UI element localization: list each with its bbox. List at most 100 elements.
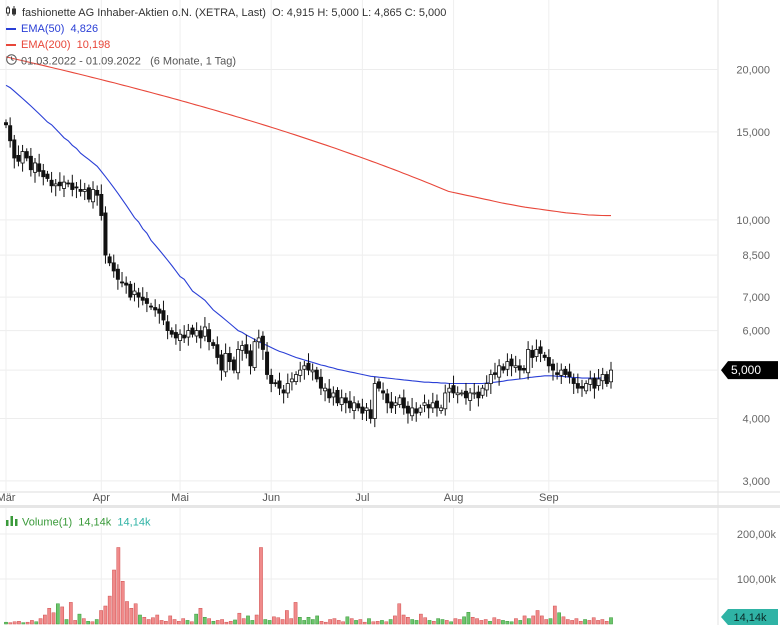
candle xyxy=(401,389,406,415)
candle xyxy=(571,373,576,394)
volume-bar xyxy=(151,617,155,625)
price-tick-label: 6,000 xyxy=(742,326,770,338)
volume-bar xyxy=(332,618,337,625)
candle-body xyxy=(66,182,71,185)
volume-bar xyxy=(591,617,596,625)
volume-bar xyxy=(535,610,540,625)
candle-body xyxy=(364,407,369,411)
candle-body xyxy=(579,386,584,389)
volume-bar xyxy=(427,620,432,625)
volume-bar xyxy=(505,621,510,625)
ema200-path xyxy=(5,56,611,217)
candle xyxy=(12,134,17,169)
price-tick-label: 4,000 xyxy=(742,414,770,426)
candle-body xyxy=(526,349,531,374)
volume-bar xyxy=(77,613,82,625)
volume-bar xyxy=(444,620,449,625)
candle-body xyxy=(16,155,21,162)
candle xyxy=(86,184,91,203)
candle-body xyxy=(53,183,58,187)
candle-body xyxy=(497,365,502,378)
candle-body xyxy=(153,307,158,311)
candle xyxy=(389,391,394,413)
candle xyxy=(575,373,580,394)
volume-bar xyxy=(609,617,613,625)
volume-bar xyxy=(47,608,52,625)
candle-body xyxy=(418,407,423,413)
candle xyxy=(252,338,257,371)
candle-body xyxy=(513,365,518,368)
volume-bar xyxy=(548,618,553,625)
candle xyxy=(526,341,531,380)
volume-bar xyxy=(578,621,583,625)
candle xyxy=(24,148,29,162)
volume-bar xyxy=(298,617,302,625)
candle xyxy=(567,363,572,384)
candle-body xyxy=(584,383,589,392)
volume-bar xyxy=(25,621,30,625)
candle xyxy=(563,366,568,378)
candle xyxy=(190,324,195,338)
candle xyxy=(265,342,270,380)
volume-bar xyxy=(254,614,259,625)
candle-body xyxy=(132,290,137,295)
candle-body xyxy=(70,182,75,190)
candle-body xyxy=(339,397,344,405)
volume-bar xyxy=(112,569,116,625)
volume-bar xyxy=(531,615,536,625)
volume-bar xyxy=(285,610,289,625)
volume-bar xyxy=(207,618,211,625)
volume-bar xyxy=(211,621,216,625)
candle xyxy=(165,315,170,340)
volume-bar xyxy=(583,619,587,625)
candle xyxy=(331,386,336,406)
volume-bar xyxy=(496,619,501,625)
volume-bar xyxy=(540,615,544,625)
candle xyxy=(82,182,87,201)
candle-body xyxy=(41,170,46,178)
candle-body xyxy=(49,179,54,187)
candle-body xyxy=(248,350,253,367)
volume-bar xyxy=(125,601,129,625)
candle-body xyxy=(389,401,394,409)
volume-bar xyxy=(315,615,319,625)
candle-body xyxy=(302,365,307,370)
candle-body xyxy=(567,371,572,378)
volume-bar xyxy=(8,622,13,625)
ema200-legend: EMA(200) 10,198 xyxy=(6,38,110,52)
candle xyxy=(360,398,365,420)
candle-body xyxy=(86,187,91,200)
candle xyxy=(99,184,104,221)
candle-body xyxy=(8,125,13,142)
candle-body xyxy=(186,330,191,338)
volume-bar xyxy=(514,618,518,625)
candle xyxy=(103,206,108,264)
candle xyxy=(169,327,174,338)
candle xyxy=(517,359,522,379)
candle-body xyxy=(323,387,328,392)
volume-bar xyxy=(384,621,389,625)
candle-body xyxy=(95,189,100,196)
candle-body xyxy=(111,262,116,272)
candle xyxy=(372,376,377,428)
candle-body xyxy=(410,407,415,417)
candle-body xyxy=(211,342,216,346)
candle-body xyxy=(194,330,199,337)
volume-bar xyxy=(393,615,397,625)
candle-body xyxy=(78,188,83,192)
volume-bar xyxy=(596,620,600,625)
candle xyxy=(584,380,589,395)
volume-bar xyxy=(17,621,21,625)
candle xyxy=(49,171,54,193)
candle-body xyxy=(149,305,154,308)
volume-value-1: 14,14k xyxy=(78,516,112,529)
volume-bar xyxy=(410,619,415,625)
candle xyxy=(592,373,597,399)
candle-body xyxy=(62,181,67,189)
volume-bar xyxy=(280,619,285,625)
candle xyxy=(335,387,340,407)
candle-body xyxy=(352,402,357,411)
candle xyxy=(376,378,381,392)
candle-body xyxy=(381,390,386,394)
candle xyxy=(120,271,125,288)
